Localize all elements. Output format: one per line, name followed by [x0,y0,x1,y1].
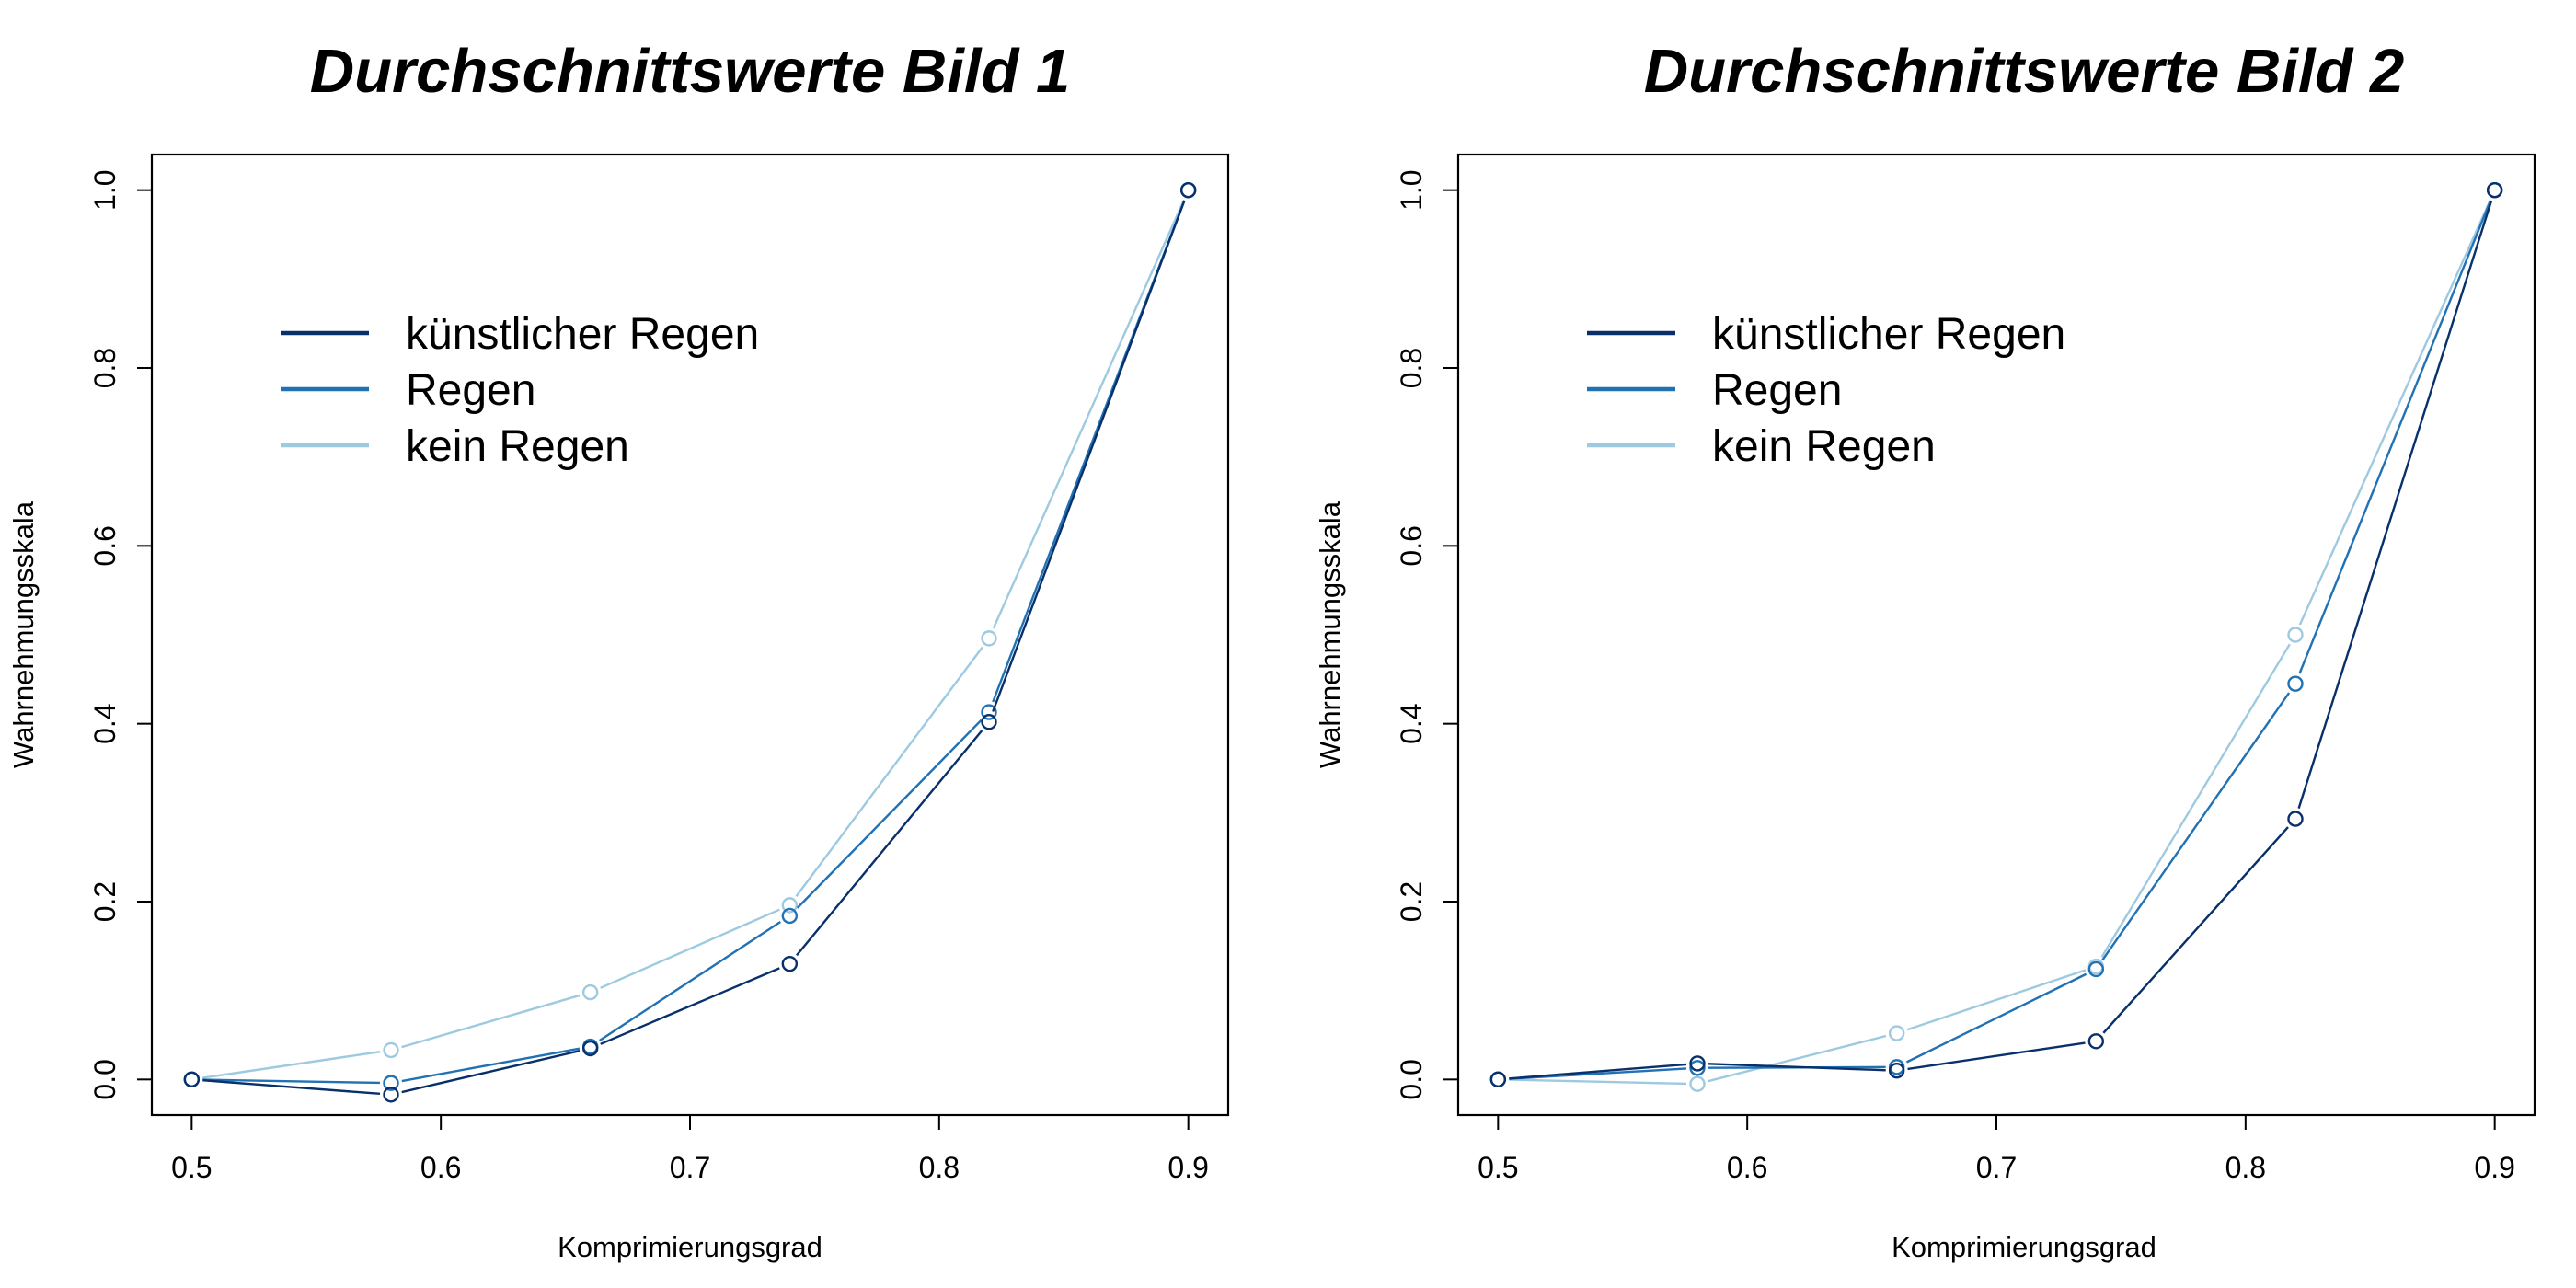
series-line-segment [992,200,1185,629]
y-axis-label: Wahrnehmungsskala [7,500,40,768]
y-tick-label: 1.0 [1395,169,1428,210]
x-tick-label: 0.7 [670,1151,710,1184]
series-line-segment [401,1047,581,1083]
data-point [1689,1055,1706,1072]
series-line-segment [795,646,983,897]
data-point [2287,627,2304,643]
y-tick-label: 0.0 [1395,1059,1428,1099]
chart-panel-2: Durchschnittswerte Bild 2 Komprimierungs… [1314,37,2536,1263]
series-line-segment [2101,692,2291,961]
data-point [1888,1025,1905,1041]
data-point [383,1041,399,1059]
series-line-segment [1907,1041,2086,1071]
x-tick-label: 0.9 [1167,1151,1208,1184]
series-line-segment [600,967,780,1045]
plot-frame [1456,153,2536,1117]
data-point [1689,1075,1706,1092]
y-tick-label: 0.2 [1395,881,1428,922]
chart-title: Durchschnittswerte Bild 1 [310,37,1071,106]
series-line-segment [1509,1063,1687,1080]
series-line-segment [600,908,780,989]
chart-marks: 0.5 0.6 0.7 0.8 0.9 0.0 0.2 0.4 0.6 0.8 1.0 künstli… [1395,169,2515,1184]
data-point [2287,675,2304,692]
series-line-segment [1906,969,2087,1031]
series-line-segment [401,994,581,1049]
data-point [383,1075,399,1091]
data-point [581,983,599,1001]
series-line-segment [202,1050,381,1079]
data-point [383,1087,399,1103]
x-tick-label: 0.6 [1727,1151,1767,1184]
legend-label: Regen [406,366,535,415]
legend-label: kein Regen [406,422,629,471]
legend-label: künstlicher Regen [1712,310,2065,359]
legend-label: kein Regen [1712,422,1936,471]
x-tick-label: 0.8 [919,1151,960,1184]
series-line-segment [2298,200,2492,674]
series-line-segment [796,719,983,909]
y-tick-label: 0.8 [88,348,121,388]
chart-panel-1: Durchschnittswerte Bild 1 Komprimierungs… [7,37,1230,1263]
y-tick-label: 0.6 [1395,525,1428,566]
plot-frame [150,153,1230,1117]
series-line-segment [1708,1063,1886,1072]
data-point [183,1071,201,1088]
chart-title: Durchschnittswerte Bild 2 [1644,37,2405,106]
data-point [781,955,799,972]
series-line-segment [202,1078,381,1085]
data-point [2087,960,2105,978]
x-tick-label: 0.9 [2474,1151,2514,1184]
x-axis-label: Komprimierungsgrad [1892,1231,2156,1263]
data-point [1689,1060,1706,1076]
x-tick-label: 0.5 [171,1151,212,1184]
x-tick-label: 0.5 [1478,1151,1518,1184]
y-tick-label: 0.8 [1395,348,1428,388]
y-tick-label: 1.0 [88,169,121,210]
legend-label: Regen [1712,366,1842,415]
series-line-segment [1708,1034,1887,1083]
y-tick-label: 0.6 [88,525,121,566]
series-line-segment [1509,1078,1687,1086]
data-point [581,1040,599,1057]
x-axis-label: Komprimierungsgrad [558,1231,822,1263]
x-tick-label: 0.8 [2225,1151,2266,1184]
series-line-segment [992,200,1186,712]
y-axis-label: Wahrnehmungsskala [1314,500,1346,768]
y-tick-label: 0.2 [88,881,121,922]
series-line-segment [2298,200,2491,626]
data-point [2087,1033,2105,1050]
series-line-segment [202,1079,381,1096]
data-point [981,714,997,730]
series-line-segment [796,730,983,957]
data-point [2486,181,2503,199]
series-line-segment [2100,643,2291,958]
y-tick-label: 0.4 [1395,703,1428,743]
data-point [981,704,997,720]
series-line-segment [2102,826,2289,1034]
data-point [2287,811,2304,827]
y-tick-label: 0.4 [88,703,121,743]
data-point [1888,1062,1905,1079]
series-line-segment [2297,200,2493,810]
data-point [1179,181,1197,199]
y-tick-label: 0.0 [88,1059,121,1099]
series-line-segment [1905,972,2087,1064]
x-tick-label: 0.6 [420,1151,461,1184]
series-line-segment [599,921,781,1041]
chart-marks: 0.5 0.6 0.7 0.8 0.9 0.0 0.2 0.4 0.6 0.8 1.0 künstli… [88,169,1209,1184]
data-point [1489,1071,1507,1088]
series-line-segment [401,1050,581,1094]
data-point [781,907,799,925]
data-point [981,630,997,647]
x-tick-label: 0.7 [1976,1151,2017,1184]
data-point [781,897,799,914]
legend-label: künstlicher Regen [406,310,759,359]
